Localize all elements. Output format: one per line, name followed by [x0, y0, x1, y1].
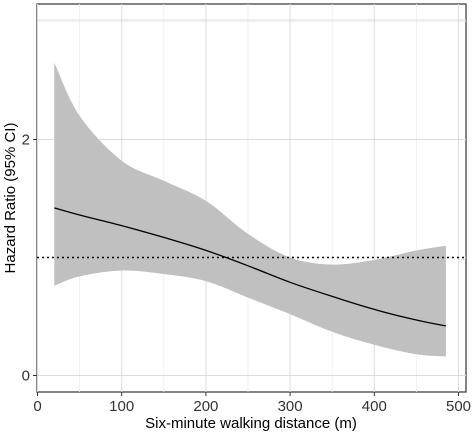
x-axis-title: Six-minute walking distance (m) [145, 415, 357, 432]
x-axis: 0 100 200 300 400 500 [33, 392, 471, 415]
x-tick-label: 400 [362, 398, 387, 415]
hazard-ratio-line [54, 207, 447, 327]
confidence-band [54, 62, 446, 357]
hazard-ratio-line-layer [54, 207, 447, 327]
x-tick-label: 200 [193, 398, 218, 415]
y-tick-label: 0 [22, 368, 30, 385]
x-tick-label: 0 [33, 398, 41, 415]
y-tick-label: 2 [22, 132, 30, 149]
x-tick-label: 300 [278, 398, 303, 415]
y-axis-title: Hazard Ratio (95% CI) [2, 123, 19, 274]
y-axis: 02 [22, 132, 37, 385]
x-tick-label: 100 [109, 398, 134, 415]
x-tick-label: 500 [446, 398, 471, 415]
confidence-band-layer [54, 62, 446, 357]
